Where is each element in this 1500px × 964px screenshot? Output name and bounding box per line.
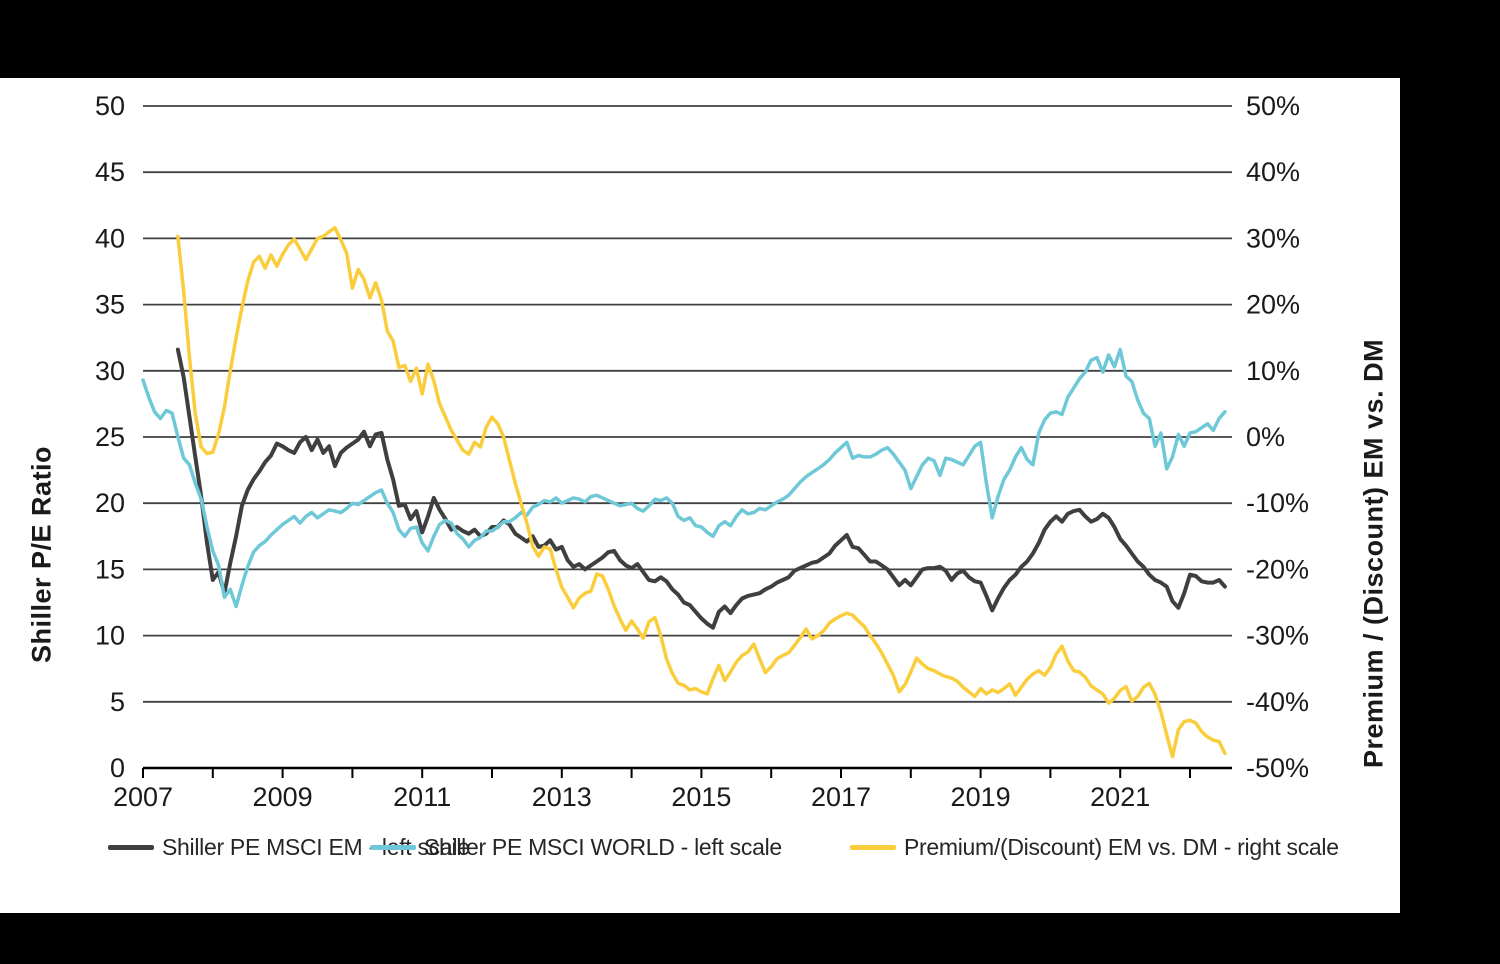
- right-axis-tick-label: -30%: [1246, 621, 1309, 651]
- chart-legend: Shiller PE MSCI EM - left scale Shiller P…: [0, 830, 1400, 864]
- legend-line-swatch: [108, 844, 154, 850]
- x-axis-tick-label: 2017: [811, 782, 871, 812]
- x-axis-tick-label: 2013: [532, 782, 592, 812]
- left-axis-tick-label: 10: [95, 621, 125, 651]
- left-axis-tick-label: 30: [95, 356, 125, 386]
- chart-plot-area: 2007 2009 2011 2013 2015 2017 2019 2021 0 5 10 15 20…: [95, 91, 1309, 812]
- left-axis-title: Shiller P/E Ratio: [26, 445, 57, 663]
- right-axis-tick-label: 50%: [1246, 91, 1300, 121]
- x-axis-tick-label: 2019: [951, 782, 1011, 812]
- legend-item: Shiller PE MSCI EM - left scale: [108, 830, 470, 864]
- chart-panel: 2007 2009 2011 2013 2015 2017 2019 2021 0 5 10 15 20…: [0, 78, 1400, 913]
- left-axis-tick-label: 45: [95, 157, 125, 187]
- series-line: [176, 226, 1227, 759]
- left-axis-tick-label: 15: [95, 554, 125, 584]
- series-line: [141, 347, 1227, 609]
- legend-item: Shiller PE MSCI WORLD - left scale: [370, 830, 782, 864]
- left-axis-tick-label: 5: [110, 687, 125, 717]
- right-axis-tick-label: -40%: [1246, 687, 1309, 717]
- x-axis-tick-label: 2009: [253, 782, 313, 812]
- right-axis-tick-label: 0%: [1246, 422, 1285, 452]
- left-axis-tick-label: 50: [95, 91, 125, 121]
- left-axis-tick-label: 20: [95, 488, 125, 518]
- right-axis-tick-label: 40%: [1246, 157, 1300, 187]
- x-axis-tick-label: 2011: [393, 782, 451, 812]
- right-axis-tick-label: 20%: [1246, 290, 1300, 320]
- legend-label: Premium/(Discount) EM vs. DM - right sca…: [904, 833, 1339, 860]
- right-axis-tick-label: 10%: [1246, 356, 1300, 386]
- right-axis-tick-label: -20%: [1246, 554, 1309, 584]
- series-line: [175, 347, 1227, 630]
- legend-item: Premium/(Discount) EM vs. DM - right sca…: [850, 830, 1339, 864]
- x-axis-tick-label: 2015: [671, 782, 731, 812]
- legend-line-swatch: [850, 844, 896, 850]
- left-axis-tick-label: 25: [95, 422, 125, 452]
- x-axis-tick-label: 2007: [113, 782, 173, 812]
- right-axis-title: Premium / (Discount) EM vs. DM: [1358, 338, 1389, 768]
- legend-label: Shiller PE MSCI WORLD - left scale: [424, 833, 782, 860]
- legend-line-swatch: [370, 844, 416, 850]
- right-axis-tick-label: 30%: [1246, 223, 1300, 253]
- left-axis-tick-label: 40: [95, 223, 125, 253]
- x-axis-tick-label: 2021: [1090, 782, 1150, 812]
- left-axis-tick-label: 35: [95, 290, 125, 320]
- legend-label: Shiller PE MSCI EM - left scale: [162, 833, 470, 860]
- left-axis-tick-label: 0: [110, 753, 125, 783]
- right-axis-tick-label: -50%: [1246, 753, 1309, 783]
- right-axis-tick-label: -10%: [1246, 488, 1309, 518]
